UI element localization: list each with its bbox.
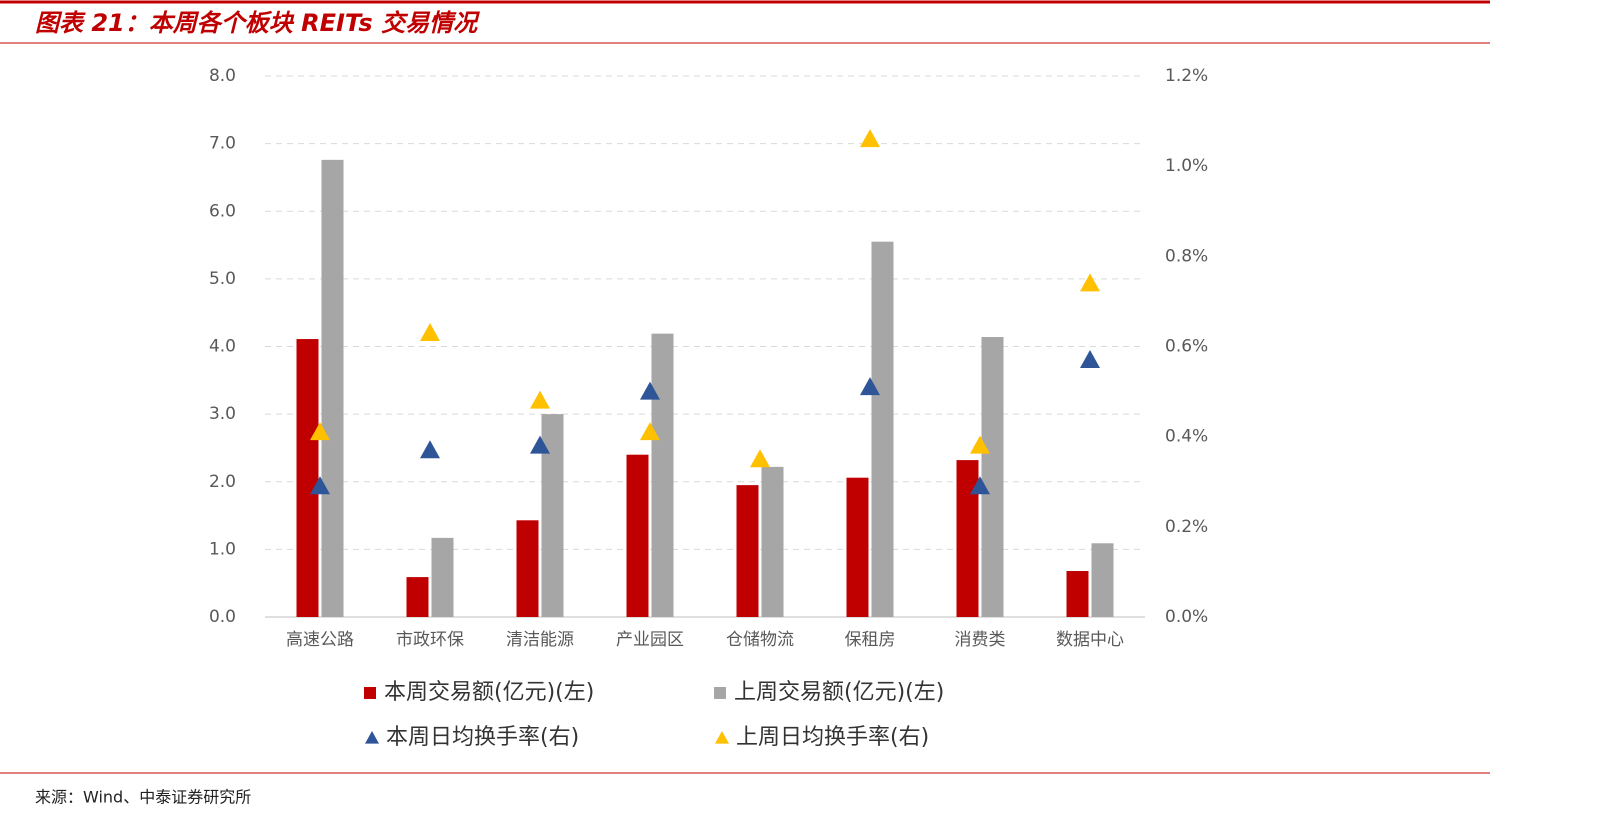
legend-swatch bbox=[714, 687, 726, 699]
y2-tick-label: 0.8% bbox=[1165, 246, 1208, 266]
legend-label: 上周交易额(亿元)(左) bbox=[734, 680, 944, 705]
bar bbox=[296, 339, 319, 617]
x-tick-label: 消费类 bbox=[955, 630, 1006, 650]
marker bbox=[970, 435, 990, 454]
y-tick-label: 7.0 bbox=[209, 134, 236, 154]
bar bbox=[406, 577, 429, 617]
legend-label: 上周日均换手率(右) bbox=[736, 725, 929, 750]
y-tick-label: 1.0 bbox=[209, 539, 236, 559]
marker bbox=[1080, 273, 1100, 292]
y2-tick-label: 0.6% bbox=[1165, 337, 1208, 357]
bar bbox=[431, 537, 454, 617]
marker bbox=[1080, 350, 1100, 369]
marker bbox=[530, 435, 550, 454]
legend-swatch bbox=[715, 731, 729, 744]
y-tick-label: 2.0 bbox=[209, 472, 236, 492]
marker bbox=[420, 440, 440, 459]
x-tick-label: 高速公路 bbox=[286, 630, 354, 650]
marker bbox=[310, 476, 330, 495]
marker bbox=[420, 322, 440, 341]
bar bbox=[626, 454, 649, 617]
y-tick-label: 6.0 bbox=[209, 201, 236, 221]
y2-tick-label: 1.0% bbox=[1165, 156, 1208, 176]
bar bbox=[541, 414, 564, 617]
bar bbox=[1066, 571, 1089, 617]
bar bbox=[761, 466, 784, 617]
x-tick-label: 市政环保 bbox=[396, 630, 464, 650]
x-tick-label: 仓储物流 bbox=[726, 630, 794, 650]
marker bbox=[310, 422, 330, 441]
y2-tick-label: 0.2% bbox=[1165, 517, 1208, 537]
marker bbox=[860, 129, 880, 148]
y-tick-label: 5.0 bbox=[209, 269, 236, 289]
bar bbox=[846, 477, 869, 617]
legend-label: 本周日均换手率(右) bbox=[386, 725, 579, 750]
source: 来源：Wind、中泰证券研究所 bbox=[35, 788, 251, 807]
marker bbox=[640, 381, 660, 400]
marker bbox=[970, 476, 990, 495]
y-tick-label: 8.0 bbox=[209, 66, 236, 86]
y2-tick-label: 1.2% bbox=[1165, 66, 1208, 86]
bar bbox=[981, 337, 1004, 617]
y-tick-label: 4.0 bbox=[209, 337, 236, 357]
legend-swatch bbox=[364, 687, 376, 699]
y-tick-label: 0.0 bbox=[209, 607, 236, 627]
bar bbox=[956, 460, 979, 617]
y-tick-label: 3.0 bbox=[209, 404, 236, 424]
bar bbox=[321, 159, 344, 618]
x-tick-label: 数据中心 bbox=[1056, 630, 1124, 650]
chart-title: 图表 21：本周各个板块 REITs 交易情况 bbox=[35, 9, 480, 37]
y2-tick-label: 0.4% bbox=[1165, 427, 1208, 447]
bar bbox=[871, 241, 894, 617]
legend-swatch bbox=[365, 731, 379, 744]
marker bbox=[860, 377, 880, 396]
legend-label: 本周交易额(亿元)(左) bbox=[384, 680, 594, 705]
bar bbox=[1091, 543, 1114, 617]
bar bbox=[736, 485, 759, 617]
marker bbox=[750, 449, 770, 468]
bar bbox=[651, 333, 674, 617]
marker bbox=[530, 390, 550, 409]
bar bbox=[516, 520, 539, 617]
x-tick-label: 清洁能源 bbox=[506, 630, 574, 650]
x-tick-label: 保租房 bbox=[845, 630, 896, 650]
x-tick-label: 产业园区 bbox=[616, 630, 684, 650]
marker bbox=[640, 422, 660, 441]
y2-tick-label: 0.0% bbox=[1165, 607, 1208, 627]
